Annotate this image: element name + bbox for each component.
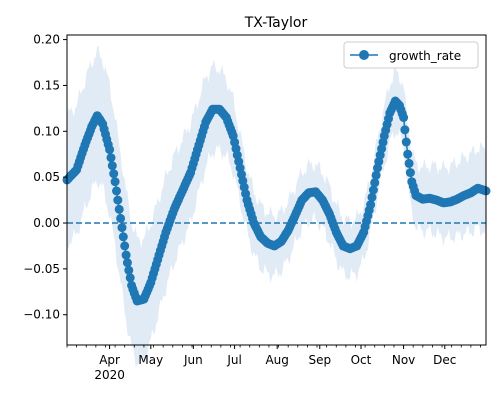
data-point — [122, 258, 132, 268]
data-point — [116, 213, 126, 223]
y-tick-label: 0.15 — [33, 78, 60, 92]
y-tick-label: −0.05 — [23, 262, 60, 276]
data-point — [110, 177, 120, 187]
data-point — [403, 149, 413, 159]
data-point — [109, 169, 119, 179]
legend-box — [343, 41, 479, 69]
data-point — [107, 161, 117, 171]
data-point — [117, 223, 127, 233]
data-point — [124, 265, 134, 275]
x-tick-label: Apr — [99, 353, 120, 367]
data-point — [106, 153, 116, 163]
y-tick-label: 0.00 — [33, 216, 60, 230]
y-tick-label: 0.10 — [33, 124, 60, 138]
data-point — [105, 145, 115, 155]
data-point — [120, 241, 130, 251]
x-tick-label: May — [138, 353, 163, 367]
y-tick-label: 0.05 — [33, 170, 60, 184]
data-point — [368, 185, 378, 195]
x-tick-label: Nov — [392, 353, 415, 367]
data-point — [114, 204, 124, 214]
chart-title: TX-Taylor — [244, 15, 308, 31]
x-tick-label: Jul — [226, 353, 241, 367]
data-point — [112, 186, 121, 196]
data-point — [125, 273, 135, 283]
data-point — [399, 113, 409, 122]
legend-marker-sample — [359, 50, 369, 60]
data-point — [367, 192, 377, 202]
x-tick-label: Aug — [265, 353, 288, 367]
data-point — [401, 137, 411, 147]
data-point — [405, 168, 415, 178]
legend-label: growth_rate — [389, 49, 461, 63]
uncertainty-band — [67, 45, 486, 368]
data-point — [118, 232, 128, 242]
y-tick-label: −0.10 — [23, 308, 60, 322]
legend: growth_rate — [343, 41, 479, 69]
data-point — [370, 178, 380, 188]
x-tick-label: Dec — [433, 353, 456, 367]
series-markers-layer — [62, 96, 491, 306]
y-tick-label: 0.20 — [33, 33, 60, 47]
uncertainty-band-layer — [67, 45, 486, 368]
x-tick-label: Sep — [308, 353, 331, 367]
data-point — [121, 250, 131, 260]
plot-frame — [66, 34, 487, 346]
x-tick-label: Oct — [351, 353, 372, 367]
data-point — [371, 170, 381, 180]
data-point — [366, 200, 376, 210]
x-tick-year-label: 2020 — [94, 368, 125, 382]
data-point — [113, 195, 123, 205]
data-point — [404, 158, 414, 168]
data-point — [400, 125, 410, 135]
x-tick-label: Jun — [183, 353, 203, 367]
